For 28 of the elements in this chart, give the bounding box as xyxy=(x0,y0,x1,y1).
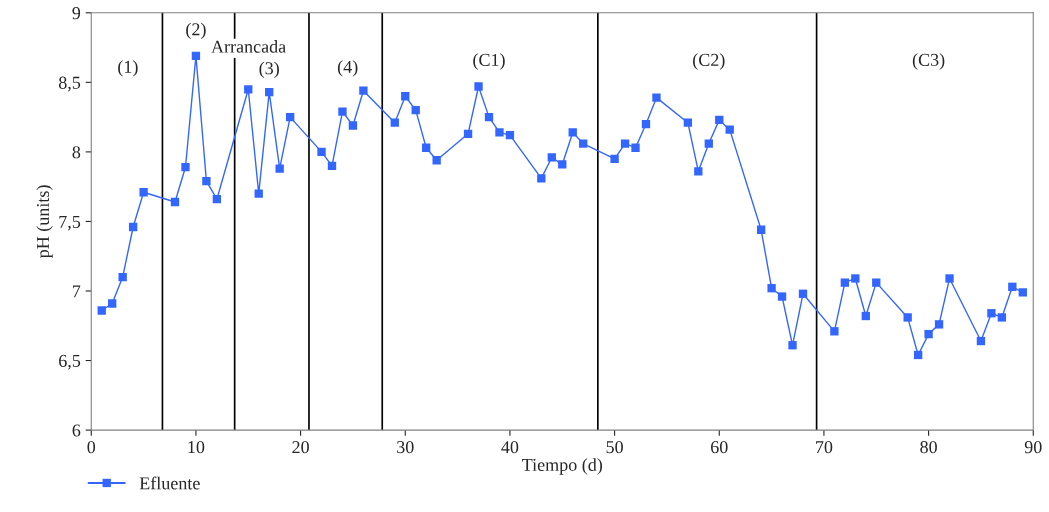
x-tick-label: 50 xyxy=(606,441,623,454)
x-tick-label: 10 xyxy=(188,441,205,454)
x-axis-title: Tiempo (d) xyxy=(522,458,603,475)
x-tick-label: 20 xyxy=(292,441,309,454)
annotation: (3) xyxy=(259,61,279,79)
y-tick-label: 8,5 xyxy=(58,76,81,92)
x-tick-label: 30 xyxy=(397,441,414,454)
annotation: (2) xyxy=(186,22,206,40)
x-tick-label: 60 xyxy=(711,441,728,454)
annotation: (C2) xyxy=(693,53,725,70)
annotation: (C1) xyxy=(473,53,505,70)
x-tick-label: 80 xyxy=(920,441,937,454)
y-tick-label: 9 xyxy=(72,7,81,20)
y-tick-label: 7 xyxy=(73,285,81,298)
annotation: (C3) xyxy=(912,53,945,70)
x-tick-label: 90 xyxy=(1024,441,1042,454)
x-tick-label: 40 xyxy=(501,441,519,454)
legend-label: Efluente xyxy=(139,476,200,490)
y-tick-label: 6 xyxy=(72,424,81,437)
x-tick-label: 0 xyxy=(87,441,96,454)
y-axis-title: pH (units) xyxy=(36,185,53,259)
x-tick-label: 70 xyxy=(816,441,833,454)
y-tick-label: 8 xyxy=(72,146,81,159)
y-tick-label: 7,5 xyxy=(59,215,81,231)
y-tick-label: 6,5 xyxy=(59,354,81,370)
annotation: (4) xyxy=(337,60,358,77)
annotation: (1) xyxy=(118,60,138,77)
annotation: Arrancada xyxy=(211,40,286,53)
